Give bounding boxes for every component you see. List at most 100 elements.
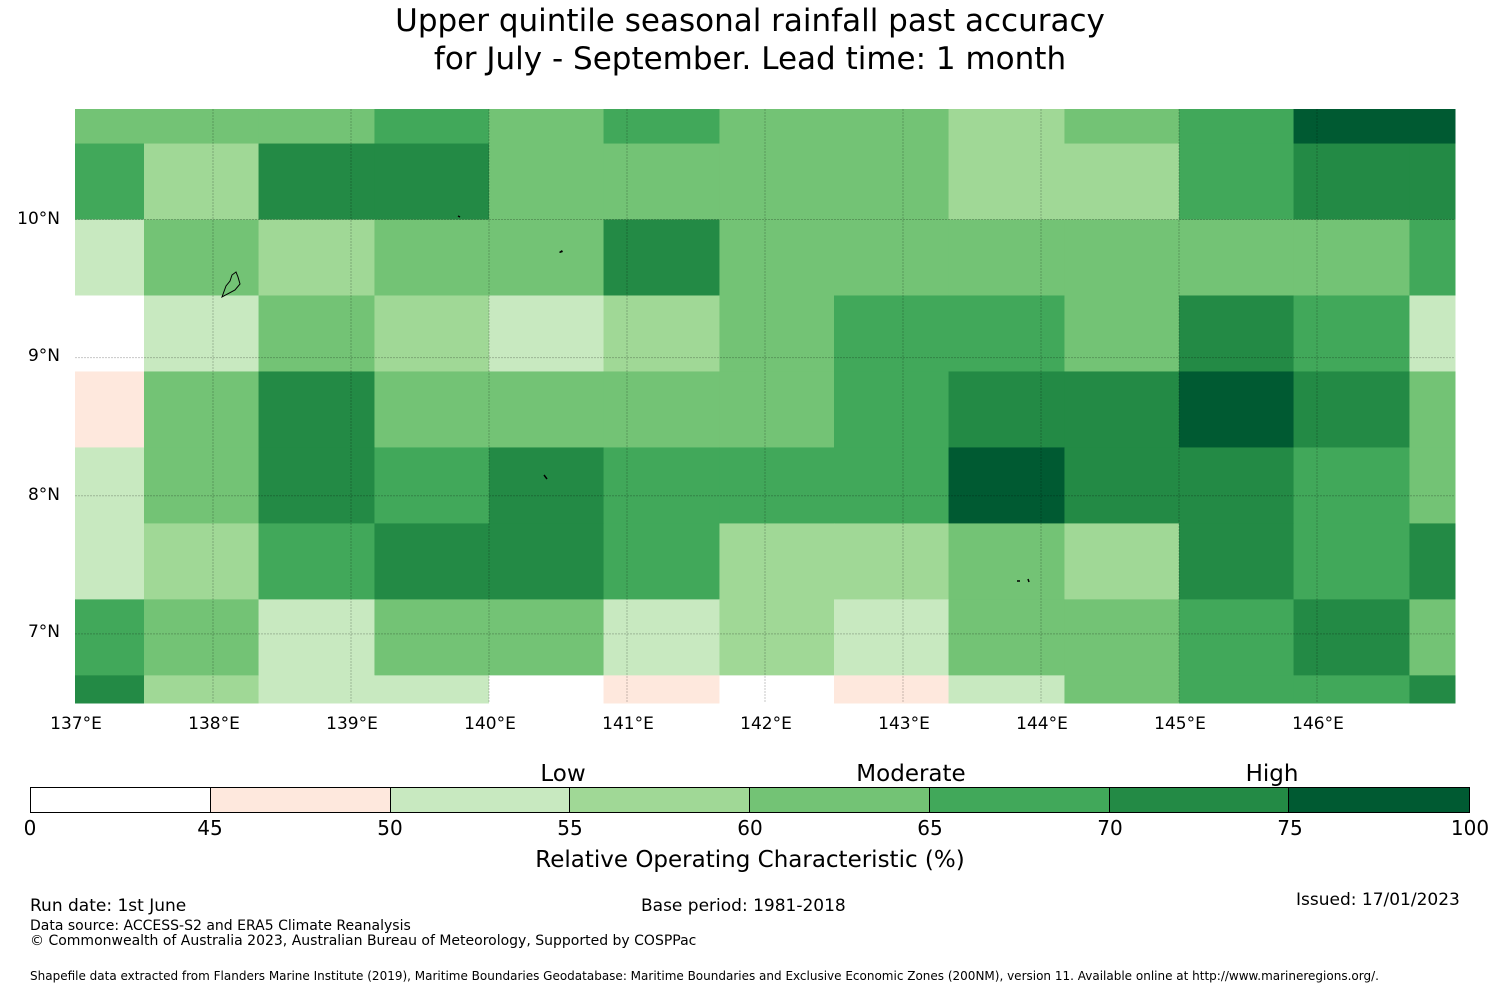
colorbar-tick-label: 50 [377, 816, 403, 840]
grid-cell [948, 675, 1065, 704]
grid-cell [258, 523, 375, 600]
lat-tick-label: 10°N [17, 209, 60, 229]
grid-cell [1179, 219, 1295, 296]
issued-date: Issued: 17/01/2023 [1296, 890, 1460, 910]
colorbar-tick-label: 60 [737, 816, 763, 840]
grid-cell [834, 219, 950, 296]
copyright: © Commonwealth of Australia 2023, Austra… [30, 933, 697, 949]
lat-tick-label: 9°N [27, 346, 60, 366]
grid-cell [1409, 675, 1456, 704]
grid-cell [1409, 219, 1456, 296]
grid-cell [1179, 143, 1295, 221]
grid-cell [374, 447, 490, 524]
grid-cell [374, 219, 490, 296]
grid-cell [489, 675, 605, 704]
colorbar-segment [750, 788, 930, 812]
grid-cell [75, 447, 145, 524]
grid-cell [75, 523, 145, 600]
lon-tick-label: 146°E [1292, 714, 1344, 734]
grid-cell [1064, 447, 1180, 524]
grid-cell [719, 447, 835, 524]
grid-cell [948, 523, 1065, 600]
lon-tick-label: 137°E [50, 714, 102, 734]
data-source: Data source: ACCESS-S2 and ERA5 Climate … [30, 918, 411, 934]
lon-tick-label: 141°E [602, 714, 654, 734]
grid-cell [834, 599, 950, 676]
lon-tick-label: 138°E [188, 714, 240, 734]
grid-cell [948, 109, 1065, 145]
grid-cell [603, 143, 720, 221]
grid-cell [603, 599, 720, 676]
grid-cell [603, 295, 720, 372]
grid-cell [603, 109, 720, 145]
grid-cell [374, 675, 490, 704]
grid-cell [834, 295, 950, 372]
grid-cell [1409, 523, 1456, 600]
grid-cell [1064, 599, 1180, 676]
grid-cell [489, 371, 605, 448]
grid-cell [1179, 675, 1295, 704]
grid-cell [834, 371, 950, 448]
grid-cell [719, 295, 835, 372]
grid-cell [1409, 599, 1456, 676]
grid-cell [1409, 371, 1456, 448]
grid-cell [75, 295, 145, 372]
grid-cell [374, 523, 490, 600]
lat-tick-label: 7°N [27, 622, 60, 642]
grid-cell [834, 143, 950, 221]
grid-cell [603, 447, 720, 524]
grid-cell [719, 523, 835, 600]
grid-cell [144, 219, 260, 296]
grid-cell [1409, 295, 1456, 372]
grid-cell [1064, 219, 1180, 296]
grid-cell [1179, 523, 1295, 600]
lat-tick-label: 8°N [27, 485, 60, 505]
grid-cell [258, 675, 375, 704]
band-label-moderate: Moderate [856, 761, 966, 787]
grid-cell [489, 219, 605, 296]
grid-cell [1293, 599, 1410, 676]
grid-cell [144, 371, 260, 448]
grid-cell [258, 219, 375, 296]
grid-cell [603, 371, 720, 448]
grid-cell [489, 143, 605, 221]
grid-cell [603, 219, 720, 296]
colorbar-segment [390, 788, 571, 812]
grid-cell [1293, 109, 1410, 145]
grid-cell [374, 295, 490, 372]
grid-cell [948, 295, 1065, 372]
island-outline [221, 271, 241, 299]
grid-cell [489, 523, 605, 600]
rainfall-accuracy-map [75, 109, 1456, 704]
grid-cell [75, 143, 145, 221]
grid-cell [948, 599, 1065, 676]
grid-cell [144, 143, 260, 221]
grid-cell [834, 109, 950, 145]
title-line-2: for July - September. Lead time: 1 month [433, 41, 1067, 77]
grid-cell [258, 447, 375, 524]
colorbar-tick-label: 55 [557, 816, 583, 840]
grid-cell [834, 447, 950, 524]
grid-cell [1293, 675, 1410, 704]
grid-cell [144, 295, 260, 372]
colorbar-segment [1289, 788, 1469, 812]
grid-cell [1409, 447, 1456, 524]
grid-cell [144, 523, 260, 600]
grid-cell [1064, 675, 1180, 704]
grid-cell [258, 109, 375, 145]
run-date: Run date: 1st June [30, 896, 187, 916]
band-label-low: Low [540, 761, 586, 787]
grid-cell [1293, 523, 1410, 600]
grid-cell [258, 599, 375, 676]
grid-cell [374, 109, 490, 145]
lon-tick-label: 143°E [878, 714, 930, 734]
grid-cell [1064, 143, 1180, 221]
grid-cell [144, 599, 260, 676]
graticule [75, 109, 1455, 703]
grid-cell [1179, 109, 1295, 145]
grid-cell [1409, 143, 1456, 221]
grid-cell [489, 295, 605, 372]
grid-cell [258, 371, 375, 448]
colorbar-tick-label: 65 [917, 816, 943, 840]
grid-cell [374, 599, 490, 676]
